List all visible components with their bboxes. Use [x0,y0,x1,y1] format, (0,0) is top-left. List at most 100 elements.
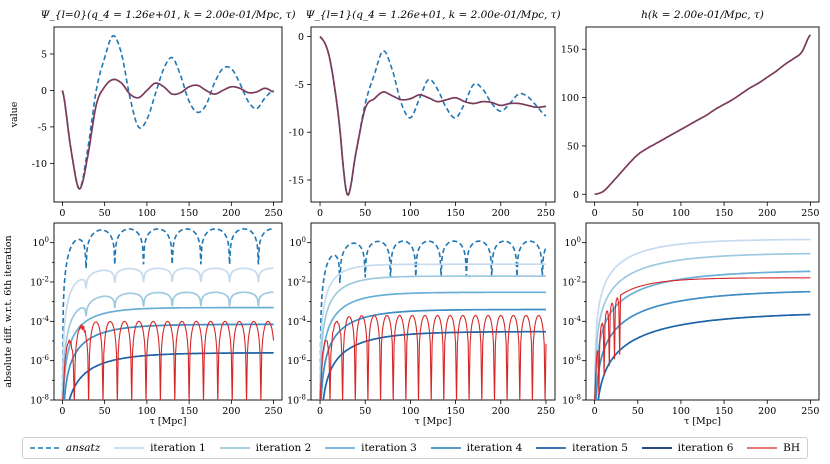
legend-label-bh: BH [783,442,801,454]
legend-item-iteration-6: iteration 6 [641,442,734,454]
y-tick-label: 100 [32,236,49,249]
legend-label-iteration-3: iteration 3 [361,442,417,454]
series-line-bh [319,35,547,197]
x-tick-label: 250 [264,406,282,417]
series-line-iteration-3 [319,291,546,400]
x-tick-label: 150 [180,406,198,417]
x-tick-label: 0 [592,208,598,219]
y-tick-label: 50 [567,141,579,152]
y-tick-label: 10-8 [287,394,306,407]
panel-title: Ψ_{l=0}(q_4 = 1.26e+01, k = 2.00e-01/Mpc… [40,9,295,21]
x-axis-label: τ [Mpc] [684,416,721,427]
axes-frame [53,26,283,203]
y-tick-label: 5 [41,49,47,60]
y-tick-label: -10 [32,159,47,170]
y-tick-label: -5 [295,80,304,91]
series-line-iteration-4 [63,323,274,400]
series-line-iteration-3 [593,270,811,400]
series-line-bh [319,314,547,400]
x-tick-label: 150 [715,406,733,417]
y-tick-label: -10 [289,128,304,139]
series-line-iteration-2 [61,291,274,400]
legend-label-ansatz: ansatz [65,442,101,454]
x-tick-label: 200 [758,208,776,219]
legend-item-iteration-5: iteration 5 [536,442,628,454]
y-axis-label: value [9,101,20,128]
x-tick-label: 100 [672,406,690,417]
x-tick-label: 250 [537,406,555,417]
series-line-bh [61,78,274,190]
x-tick-label: 100 [138,406,156,417]
axes-frame [585,26,820,203]
y-tick-label: 10-6 [287,354,306,367]
x-tick-label: 100 [672,208,690,219]
legend-swatch-iteration-3 [325,447,356,449]
series-line-bh [62,320,275,400]
x-tick-label: 0 [592,406,598,417]
legend-label-iteration-6: iteration 6 [677,442,734,454]
series-line-iteration-4 [320,308,546,400]
series-line-iteration-3 [62,306,274,400]
legend-item-iteration-4: iteration 4 [430,442,523,454]
legend-swatch-iteration-5 [536,447,567,449]
series-line-iteration-5 [597,313,811,400]
legend-item-iteration-1: iteration 1 [114,442,206,454]
y-tick-label: 0 [298,32,304,43]
series-line-ansatz [319,240,547,400]
legend-item-iteration-2: iteration 2 [219,442,312,454]
series-line-bh [594,34,812,196]
x-tick-label: 250 [801,406,819,417]
x-tick-label: 250 [264,208,282,219]
y-tick-label: 10-4 [287,315,306,328]
x-tick-label: 50 [632,406,644,417]
x-tick-label: 150 [447,208,465,219]
panel-title: Ψ_{l=1}(q_4 = 1.26e+01, k = 2.00e-01/Mpc… [305,9,560,21]
y-tick-label: -15 [289,176,304,187]
x-tick-label: 250 [801,208,819,219]
legend-swatch-iteration-6 [641,447,672,449]
legend-swatch-iteration-1 [114,447,145,449]
y-tick-label: 10-2 [287,276,306,289]
series-line-iteration-2 [593,252,811,400]
y-tick-label: 10-8 [30,394,49,407]
series-line-iteration-5 [68,352,274,400]
legend-item-iteration-3: iteration 3 [325,442,417,454]
x-tick-label: 150 [715,208,733,219]
legend-swatch-bh [747,447,778,449]
series-line-iteration-1 [319,263,546,400]
legend-label-iteration-4: iteration 4 [466,442,523,454]
x-tick-label: 150 [447,406,465,417]
x-tick-label: 100 [401,406,419,417]
y-tick-label: 10-6 [30,354,49,367]
x-tick-label: 100 [138,208,156,219]
y-tick-label: 100 [561,93,579,104]
x-tick-label: 0 [317,406,323,417]
y-tick-label: 10-4 [562,315,581,328]
panel-title: h(k = 2.00e-01/Mpc, τ) [641,9,764,21]
y-tick-label: 10-4 [30,315,49,328]
series-line-iteration-1 [593,238,811,400]
series-line-ansatz [319,36,547,197]
series-line-iteration-1 [61,267,274,400]
panel-1: 0 50 100 150 200 250 -10 -5 0 5 Ψ_{l=0}(q_4 = 1.26… [9,9,296,219]
x-tick-label: 50 [632,208,644,219]
x-tick-label: 200 [222,208,240,219]
y-tick-label: 10-8 [562,394,581,407]
legend-swatch-iteration-4 [430,447,461,449]
x-tick-label: 150 [180,208,198,219]
x-tick-label: 100 [401,208,419,219]
series-line-bh [594,277,811,400]
series-line-iteration-2 [319,275,546,400]
legend-swatch-ansatz [29,447,60,449]
y-tick-label: 0 [573,190,579,201]
legend-label-iteration-2: iteration 2 [255,442,312,454]
panel-3: 0 50 100 150 200 250 0 50 100 150 h(k = 2.00e-01/M… [561,9,820,219]
y-tick-label: -5 [38,122,47,133]
legend-label-iteration-1: iteration 1 [150,442,206,454]
y-tick-label: 100 [289,236,306,249]
x-tick-label: 200 [222,406,240,417]
